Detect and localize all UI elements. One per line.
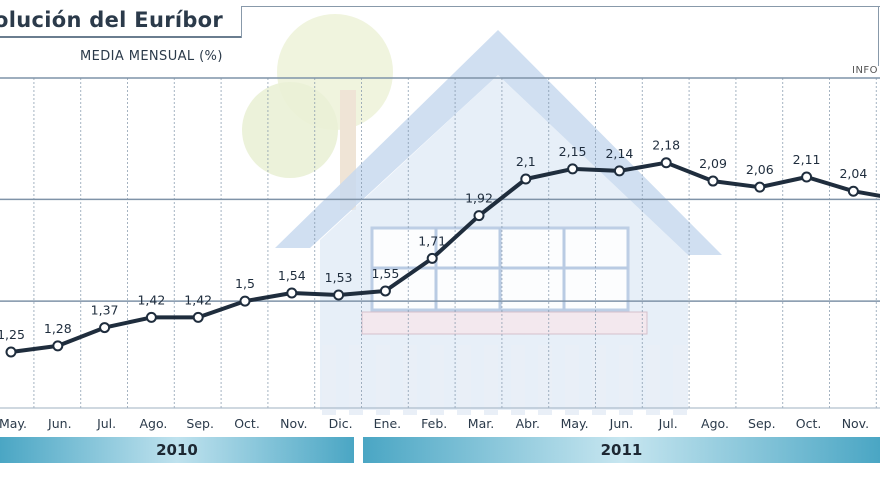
data-label: 2,09: [699, 156, 727, 171]
fence-picket-watermark: [376, 345, 390, 415]
fence-picket-watermark: [403, 345, 417, 415]
data-label: 2,14: [605, 146, 633, 161]
x-tick-label: Jun.: [47, 416, 72, 431]
source-credit: INFO: [852, 65, 879, 76]
x-tick-label: Ago.: [139, 416, 167, 431]
x-tick-label: Jul.: [96, 416, 116, 431]
x-tick-label: Abr.: [516, 416, 540, 431]
x-tick-label: Dic.: [329, 416, 353, 431]
x-tick-label: Nov.: [842, 416, 869, 431]
x-tick-label: Ene.: [374, 416, 401, 431]
x-tick-label: Mar.: [468, 416, 494, 431]
data-label: 2,06: [746, 162, 774, 177]
data-label: 1,5: [235, 276, 255, 291]
x-tick-label: May.: [0, 416, 27, 431]
year-label: 2011: [600, 441, 643, 459]
year-band-2011: 2011: [363, 437, 880, 463]
fence-picket-watermark: [673, 345, 687, 415]
data-point: [426, 252, 438, 264]
fence-picket-watermark: [538, 345, 552, 415]
data-point: [473, 210, 485, 222]
data-label: 2,1: [516, 154, 536, 169]
data-point: [333, 289, 345, 301]
data-label: 1,42: [184, 292, 212, 307]
data-label: 1,53: [325, 270, 353, 285]
fence-picket-watermark: [484, 345, 498, 415]
data-label: 1,71: [418, 233, 446, 248]
data-label: 1,92: [465, 191, 493, 206]
data-point: [145, 311, 157, 323]
x-tick-label: Sep.: [186, 416, 214, 431]
fence-picket-watermark: [619, 345, 633, 415]
right-border: [878, 6, 879, 66]
data-point: [660, 157, 672, 169]
data-point: [707, 175, 719, 187]
data-label: 2,11: [793, 152, 821, 167]
data-point: [520, 173, 532, 185]
series-line: [9, 160, 880, 354]
x-axis-ticks: May. Jun. Jul. Ago. Sep. Oct. Nov. Dic. Ene. Feb.…: [0, 416, 869, 431]
data-label: 1,54: [278, 268, 306, 283]
data-point: [754, 181, 766, 193]
x-tick-label: Jun.: [609, 416, 634, 431]
chart-subtitle: MEDIA MENSUAL (%): [80, 49, 223, 64]
x-tick-label: May.: [561, 416, 589, 431]
data-point: [239, 295, 251, 307]
data-label: 2,15: [559, 144, 587, 159]
x-tick-label: Feb.: [421, 416, 447, 431]
data-point: [379, 285, 391, 297]
fence-picket-watermark: [565, 345, 579, 415]
title-divider: [241, 6, 242, 38]
data-label: 1,42: [137, 292, 165, 307]
x-tick-label: Oct.: [796, 416, 822, 431]
tree-crown-watermark: [242, 82, 338, 178]
data-point: [847, 185, 859, 197]
chart-title: olución del Euríbor: [0, 8, 224, 32]
x-tick-label: Ago.: [701, 416, 729, 431]
x-tick-label: Nov.: [280, 416, 307, 431]
fence-picket-watermark: [430, 345, 444, 415]
roof-watermark: [275, 30, 722, 255]
data-point: [801, 171, 813, 183]
year-band-2010: 2010: [0, 437, 354, 463]
data-point: [613, 165, 625, 177]
fence-picket-watermark: [457, 345, 471, 415]
x-tick-label: Sep.: [748, 416, 776, 431]
data-point: [99, 322, 111, 334]
data-point: [286, 287, 298, 299]
data-label: 2,04: [839, 166, 867, 181]
series-euribor: [5, 157, 880, 358]
fence-picket-watermark: [511, 345, 525, 415]
title-underline: [0, 36, 242, 38]
flower-box-watermark: [361, 311, 648, 335]
x-tick-label: Oct.: [234, 416, 260, 431]
top-border: [242, 6, 880, 7]
data-point: [5, 346, 17, 358]
data-label: 1,28: [44, 321, 72, 336]
fence-picket-watermark: [322, 345, 336, 415]
data-point: [52, 340, 64, 352]
data-label: 1,25: [0, 327, 25, 342]
data-label: 1,55: [371, 266, 399, 281]
title-bar: olución del Euríbor: [0, 4, 880, 38]
data-labels: 1,25 1,28 1,37 1,42 1,42 1,5 1,54 1,53 1,55 1,71 1…: [0, 138, 867, 342]
fence-picket-watermark: [349, 345, 363, 415]
fence-picket-watermark: [646, 345, 660, 415]
year-label: 2010: [156, 441, 198, 459]
data-point: [192, 311, 204, 323]
data-label: 2,18: [652, 138, 680, 153]
data-point: [567, 163, 579, 175]
x-tick-label: Jul.: [658, 416, 678, 431]
data-label: 1,37: [91, 303, 119, 318]
gridlines: [0, 77, 880, 410]
fence-picket-watermark: [592, 345, 606, 415]
